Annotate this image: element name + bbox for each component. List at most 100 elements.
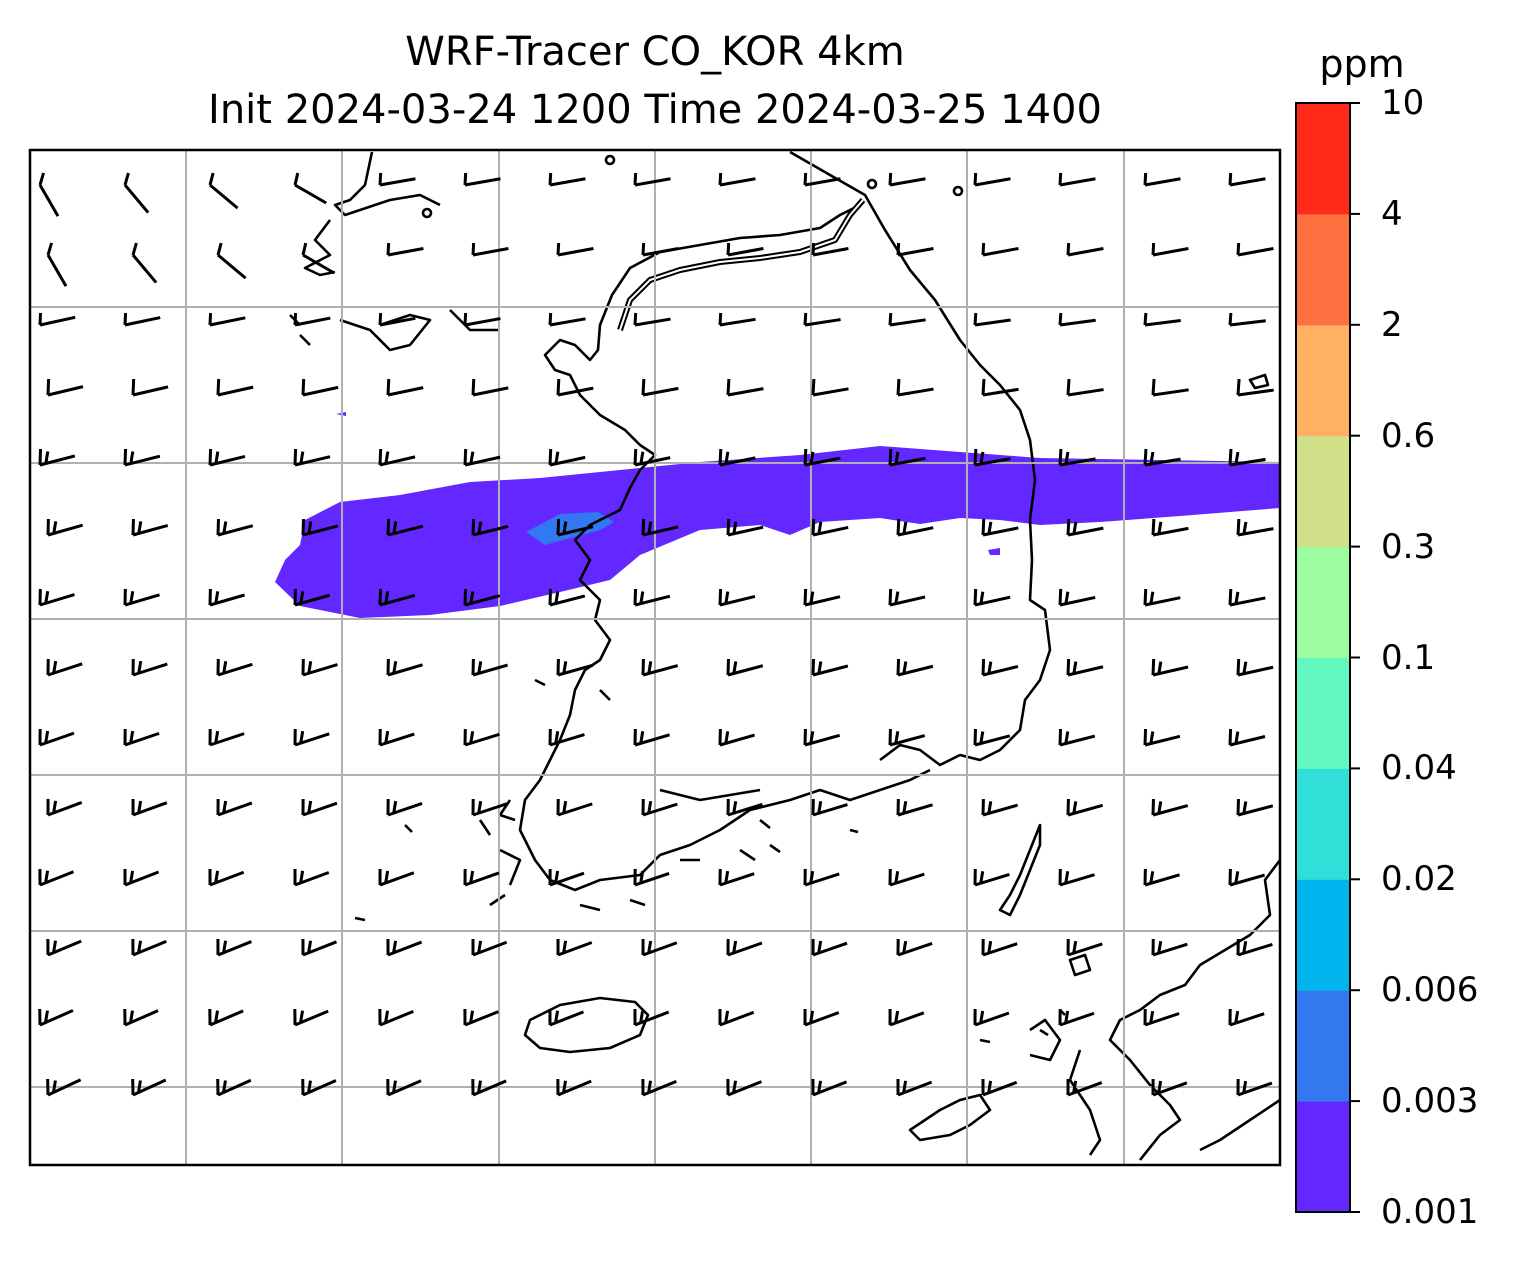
wind-barb: [1228, 1008, 1265, 1027]
wind-barb: [548, 312, 586, 327]
wind-barb: [1066, 518, 1104, 537]
wind-barb: [803, 588, 841, 607]
wind-barb: [803, 1008, 840, 1027]
wind-barb: [981, 938, 1018, 957]
wind-barb: [896, 518, 934, 537]
wind-barb: [301, 938, 338, 957]
wind-barb: [726, 658, 764, 677]
wind-barb: [38, 728, 75, 747]
wind-barb: [471, 378, 509, 397]
wind-barb: [718, 172, 756, 187]
wind-barb: [216, 798, 253, 817]
wind-barb: [888, 312, 926, 327]
wind-barb: [46, 798, 83, 817]
wind-barb: [1058, 312, 1096, 327]
wind-barb: [123, 448, 161, 467]
colorbar-tick-label: 2: [1381, 304, 1403, 345]
wind-barb: [38, 172, 60, 217]
colorbar-tick-label: 0.1: [1381, 637, 1436, 678]
wind-barb: [641, 938, 678, 957]
wind-barb: [378, 448, 416, 467]
coastline-north-korea-west: [543, 203, 861, 489]
wind-barb: [896, 798, 933, 817]
colorbar-tick-label: 0.02: [1381, 859, 1457, 900]
wind-barb: [973, 172, 1011, 187]
wind-barb: [123, 728, 160, 747]
coastline-korea-west: [518, 487, 931, 892]
wind-barb: [378, 868, 415, 887]
map-plot-area: [28, 148, 1282, 1167]
wind-barb: [131, 938, 167, 957]
wind-barb: [641, 518, 679, 537]
wind-barb: [463, 448, 501, 467]
wind-barb: [378, 312, 416, 327]
wind-barb: [973, 448, 1011, 467]
wind-barb: [556, 242, 594, 257]
wind-barb: [208, 172, 239, 210]
wind-barb: [1058, 728, 1096, 747]
wind-barb: [471, 1078, 507, 1097]
wind-barb: [208, 312, 246, 327]
wind-barb: [301, 1078, 337, 1097]
wind-barb: [896, 378, 934, 397]
wind-barb: [123, 1008, 159, 1027]
wind-barb: [556, 1078, 592, 1097]
wind-barb: [216, 518, 254, 537]
wind-barb: [888, 728, 926, 747]
wind-barb: [718, 728, 756, 747]
wind-barb: [718, 448, 756, 467]
wind-barb: [1151, 658, 1189, 677]
colorbar-tick-label: 0.001: [1381, 1192, 1479, 1232]
wind-barb: [556, 798, 593, 817]
wind-barb: [726, 1078, 762, 1097]
wind-barb: [301, 798, 338, 817]
colorbar-segment: [1296, 435, 1350, 548]
wind-barb: [556, 378, 594, 397]
colorbar-segment: [1296, 103, 1350, 215]
wind-barb: [1143, 868, 1180, 887]
wind-barb: [718, 588, 756, 607]
wind-barb: [973, 312, 1011, 327]
wind-barb: [1228, 868, 1266, 887]
coastline-korea-islands-south: [659, 788, 859, 862]
map-title-line1: WRF-Tracer CO_KOR 4km: [405, 29, 905, 75]
wind-barb: [46, 242, 68, 287]
colorbar-segment: [1296, 1101, 1350, 1213]
wind-barb: [123, 868, 160, 887]
wind-barb: [1143, 312, 1181, 327]
colorbar-tick-label: 0.04: [1381, 748, 1457, 789]
wind-barb: [123, 312, 161, 327]
wind-barb: [633, 172, 671, 187]
wind-barb: [548, 868, 585, 887]
wind-barb: [641, 378, 679, 397]
wind-barb: [556, 658, 594, 677]
wind-barb: [811, 242, 849, 257]
colorbar-tick-label: 4: [1381, 193, 1403, 234]
colorbar-segment: [1296, 213, 1350, 326]
co-plume-0003-contour: [526, 512, 614, 545]
wind-barb: [123, 172, 150, 214]
wind-barb: [1236, 1078, 1273, 1097]
wind-barb: [973, 588, 1011, 607]
wind-barb: [208, 1008, 244, 1027]
wind-barb: [301, 658, 338, 677]
wind-barb: [888, 868, 925, 887]
coastline-small-island: [604, 154, 616, 166]
wind-barb: [811, 378, 849, 397]
wind-barb: [548, 728, 585, 747]
wind-barb: [378, 728, 415, 747]
wind-barb: [293, 448, 331, 467]
wind-barb: [1228, 448, 1266, 467]
wind-barb: [888, 1008, 925, 1027]
wind-barb: [1151, 378, 1189, 397]
wind-barb: [1066, 798, 1104, 817]
wind-barb: [216, 938, 252, 957]
wind-barb: [1151, 1078, 1188, 1097]
wind-barb: [1236, 378, 1274, 397]
wind-barb: [386, 242, 424, 257]
colorbar-segment: [1296, 657, 1350, 769]
wind-barb: [463, 588, 501, 607]
wind-barb: [981, 242, 1019, 257]
wind-barb: [803, 172, 841, 187]
wind-barb: [1228, 312, 1266, 327]
